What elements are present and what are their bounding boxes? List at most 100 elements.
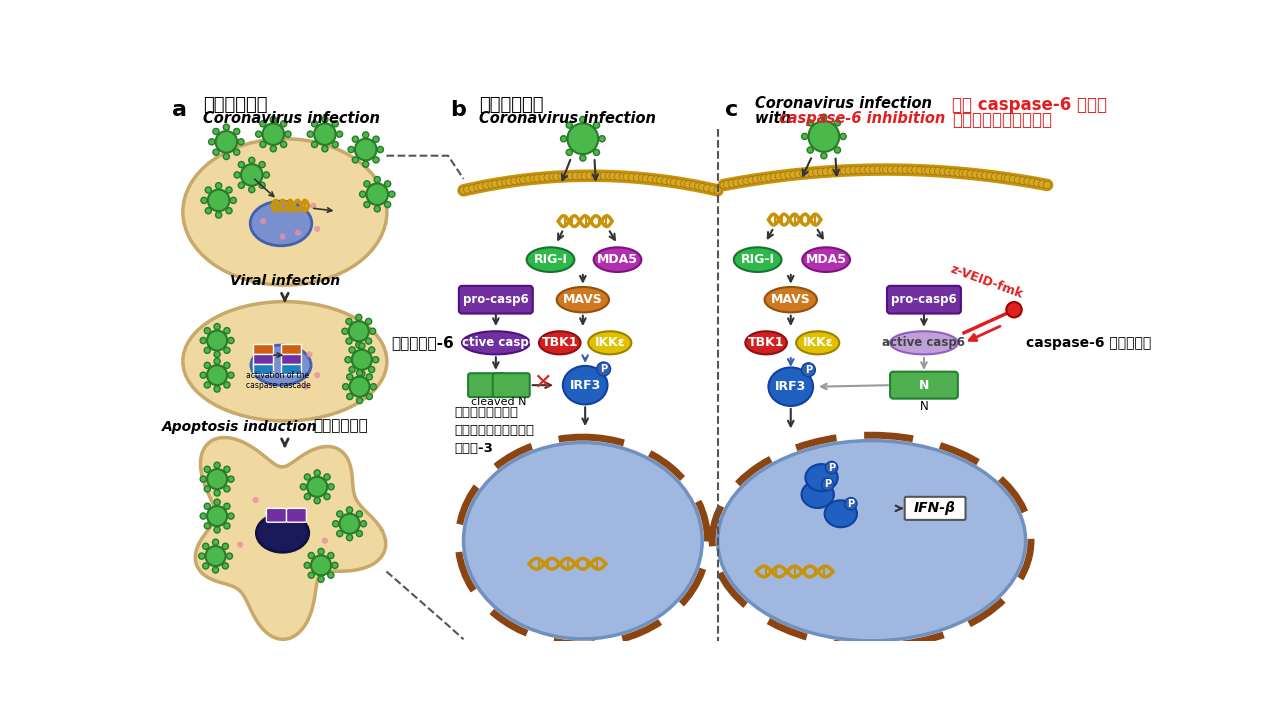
Circle shape xyxy=(356,397,362,404)
Circle shape xyxy=(835,147,841,153)
Circle shape xyxy=(681,180,689,187)
Circle shape xyxy=(369,347,375,353)
Ellipse shape xyxy=(796,331,840,354)
Circle shape xyxy=(832,167,840,175)
Ellipse shape xyxy=(250,201,312,246)
Circle shape xyxy=(771,173,778,181)
Bar xyxy=(282,354,301,364)
Circle shape xyxy=(362,161,369,167)
Circle shape xyxy=(714,186,722,194)
Circle shape xyxy=(1029,179,1037,186)
Circle shape xyxy=(776,172,783,180)
Circle shape xyxy=(321,117,328,122)
Circle shape xyxy=(346,338,352,344)
Circle shape xyxy=(372,356,379,363)
Circle shape xyxy=(954,168,961,176)
Circle shape xyxy=(966,170,974,178)
Circle shape xyxy=(362,132,369,138)
Circle shape xyxy=(307,131,314,138)
Text: P: P xyxy=(828,462,835,472)
Text: a: a xyxy=(173,100,187,120)
Circle shape xyxy=(238,161,244,168)
Circle shape xyxy=(223,563,228,569)
Circle shape xyxy=(860,166,868,174)
Circle shape xyxy=(205,486,210,492)
Ellipse shape xyxy=(824,500,858,527)
Circle shape xyxy=(370,384,376,390)
Ellipse shape xyxy=(594,248,641,272)
Circle shape xyxy=(241,164,262,186)
Circle shape xyxy=(785,171,792,179)
Text: Apoptosis induction: Apoptosis induction xyxy=(163,420,317,433)
Circle shape xyxy=(215,212,221,218)
Circle shape xyxy=(234,149,239,156)
Circle shape xyxy=(572,172,580,180)
Text: N: N xyxy=(919,379,929,392)
Circle shape xyxy=(328,552,334,559)
Circle shape xyxy=(820,114,827,120)
Text: IKKε: IKKε xyxy=(594,336,625,349)
Bar xyxy=(253,344,274,354)
Circle shape xyxy=(356,315,362,320)
Circle shape xyxy=(214,323,220,330)
Circle shape xyxy=(328,484,334,490)
Circle shape xyxy=(352,350,372,370)
Circle shape xyxy=(837,167,845,174)
Circle shape xyxy=(349,366,355,373)
Circle shape xyxy=(906,166,914,174)
Text: 冠狀病毒核殼蛋白
化裂片段對抗干擾素調
節因子-3: 冠狀病毒核殼蛋白 化裂片段對抗干擾素調 節因子-3 xyxy=(454,406,534,455)
Circle shape xyxy=(719,181,727,189)
Circle shape xyxy=(463,186,471,194)
Circle shape xyxy=(264,172,270,178)
Circle shape xyxy=(352,136,358,143)
Ellipse shape xyxy=(589,331,631,354)
Circle shape xyxy=(225,187,232,193)
Circle shape xyxy=(808,169,815,176)
Circle shape xyxy=(234,172,241,178)
Ellipse shape xyxy=(539,331,581,354)
Circle shape xyxy=(349,347,355,353)
Circle shape xyxy=(742,177,750,185)
Text: ✕: ✕ xyxy=(534,373,552,393)
Circle shape xyxy=(916,166,924,174)
Circle shape xyxy=(314,226,320,232)
Circle shape xyxy=(620,173,627,181)
Circle shape xyxy=(207,365,227,385)
Text: activation of the
caspase cascade: activation of the caspase cascade xyxy=(246,371,310,390)
Circle shape xyxy=(800,170,808,177)
Circle shape xyxy=(358,343,365,349)
Circle shape xyxy=(224,347,230,354)
Circle shape xyxy=(228,338,234,343)
Circle shape xyxy=(224,523,230,529)
Circle shape xyxy=(248,186,255,193)
Circle shape xyxy=(202,563,209,569)
Circle shape xyxy=(328,572,334,578)
Circle shape xyxy=(311,121,317,127)
Circle shape xyxy=(374,176,380,183)
FancyBboxPatch shape xyxy=(493,373,530,397)
Circle shape xyxy=(321,538,328,544)
Circle shape xyxy=(991,173,998,181)
Circle shape xyxy=(748,176,755,184)
Circle shape xyxy=(790,171,797,179)
Circle shape xyxy=(228,476,234,482)
Circle shape xyxy=(224,382,230,388)
Circle shape xyxy=(212,149,219,156)
Circle shape xyxy=(813,168,820,176)
Circle shape xyxy=(207,189,229,211)
Text: N: N xyxy=(919,400,928,413)
Circle shape xyxy=(314,372,320,378)
Circle shape xyxy=(202,543,209,549)
Circle shape xyxy=(605,172,613,180)
Circle shape xyxy=(224,503,230,509)
Circle shape xyxy=(506,178,513,186)
Circle shape xyxy=(492,180,499,188)
Circle shape xyxy=(671,179,678,186)
Circle shape xyxy=(695,182,703,190)
Circle shape xyxy=(911,166,919,174)
Circle shape xyxy=(356,342,362,348)
Circle shape xyxy=(305,562,310,568)
Circle shape xyxy=(346,318,352,325)
Circle shape xyxy=(366,374,372,380)
Circle shape xyxy=(285,131,291,138)
